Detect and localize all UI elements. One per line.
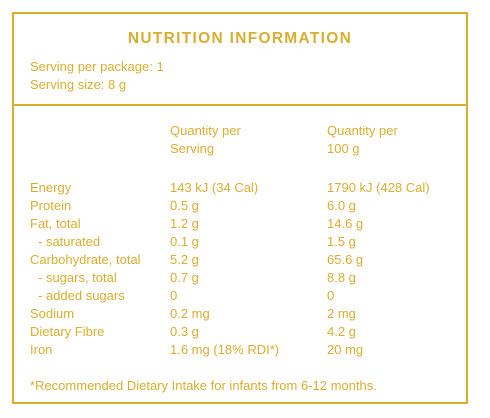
- nutrient-name: - saturated: [38, 234, 101, 249]
- nutrient-per-100g: 1.5 g: [327, 234, 356, 249]
- column-header-per-100g-line2: 100 g: [327, 141, 360, 156]
- table-row: - sugars, total 0.7 g 8.8 g: [30, 269, 460, 287]
- serving-info: Serving per package: 1 Serving size: 8 g: [30, 58, 164, 94]
- table-row: Carbohydrate, total 5.2 g 65.6 g: [30, 251, 460, 269]
- nutrient-name: - added sugars: [38, 288, 125, 303]
- serving-size: Serving size: 8 g: [30, 77, 127, 92]
- nutrient-per-serving: 1.2 g: [170, 216, 199, 231]
- nutrient-per-100g: 4.2 g: [327, 324, 356, 339]
- nutrient-name: - sugars, total: [38, 270, 117, 285]
- servings-per-package: Serving per package: 1: [30, 59, 164, 74]
- table-row: Energy 143 kJ (34 Cal) 1790 kJ (428 Cal): [30, 179, 460, 197]
- nutrient-per-100g: 2 mg: [327, 306, 356, 321]
- nutrient-per-serving: 0.7 g: [170, 270, 199, 285]
- column-header-per-100g-line1: Quantity per: [327, 123, 398, 138]
- nutrient-per-100g: 6.0 g: [327, 198, 356, 213]
- nutrient-name: Fat, total: [30, 216, 81, 231]
- section-divider: [14, 104, 466, 106]
- nutrient-name: Energy: [30, 180, 72, 195]
- nutrient-per-serving: 5.2 g: [170, 252, 199, 267]
- nutrient-name: Protein: [30, 198, 72, 213]
- table-row: Sodium 0.2 mg 2 mg: [30, 305, 460, 323]
- nutrient-per-serving: 0.2 mg: [170, 306, 210, 321]
- nutrient-name: Iron: [30, 342, 53, 357]
- table-row: Dietary Fibre 0.3 g 4.2 g: [30, 323, 460, 341]
- nutrient-per-100g: 14.6 g: [327, 216, 364, 231]
- panel-title: NUTRITION INFORMATION: [127, 30, 353, 47]
- column-header-per-100g: Quantity per 100 g: [327, 122, 457, 158]
- nutrient-per-100g: 1790 kJ (428 Cal): [327, 180, 430, 195]
- table-row: Iron 1.6 mg (18% RDI*) 20 mg: [30, 341, 460, 359]
- nutrient-name: Sodium: [30, 306, 75, 321]
- nutrient-per-serving: 1.6 mg (18% RDI*): [170, 342, 280, 357]
- nutrient-per-serving: 143 kJ (34 Cal): [170, 180, 259, 195]
- column-header-per-serving-line1: Quantity per: [170, 123, 241, 138]
- table-row: - added sugars 0 0: [30, 287, 460, 305]
- nutrient-per-serving: 0.1 g: [170, 234, 199, 249]
- nutrient-table: Energy 143 kJ (34 Cal) 1790 kJ (428 Cal) Pr…: [30, 179, 460, 359]
- nutrient-per-100g: 20 mg: [327, 342, 364, 357]
- nutrient-per-serving: 0.5 g: [170, 198, 199, 213]
- nutrient-per-serving: 0.3 g: [170, 324, 199, 339]
- column-header-per-serving-line2: Serving: [170, 141, 215, 156]
- column-header-per-serving: Quantity per Serving: [170, 122, 300, 158]
- nutrient-name: Carbohydrate, total: [30, 252, 141, 267]
- footnote: *Recommended Dietary Intake for infants …: [30, 378, 377, 393]
- nutrient-per-100g: 65.6 g: [327, 252, 364, 267]
- table-row: Protein 0.5 g 6.0 g: [30, 197, 460, 215]
- nutrient-per-100g: 8.8 g: [327, 270, 356, 285]
- nutrition-panel: NUTRITION INFORMATION Serving per packag…: [12, 12, 468, 404]
- nutrient-per-serving: 0: [170, 288, 178, 303]
- table-row: Fat, total 1.2 g 14.6 g: [30, 215, 460, 233]
- nutrient-per-100g: 0: [327, 288, 335, 303]
- nutrient-name: Dietary Fibre: [30, 324, 105, 339]
- table-row: - saturated 0.1 g 1.5 g: [30, 233, 460, 251]
